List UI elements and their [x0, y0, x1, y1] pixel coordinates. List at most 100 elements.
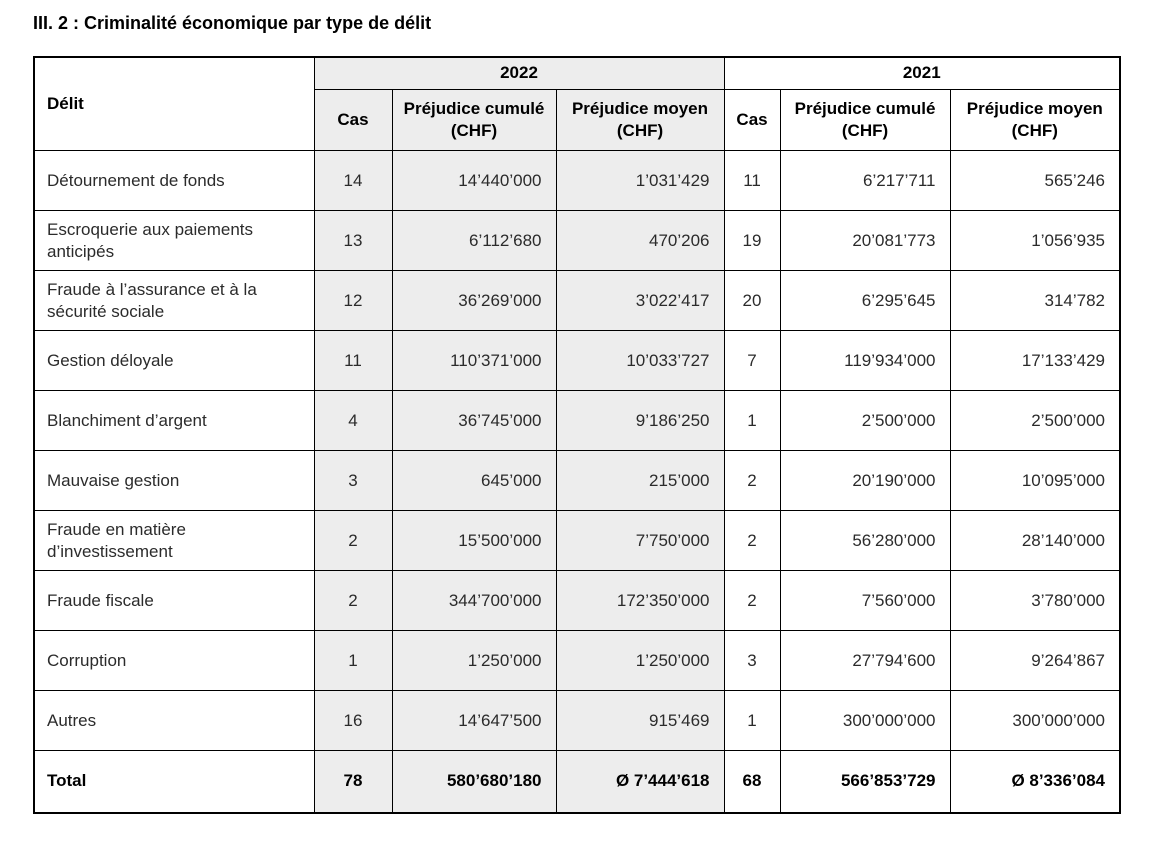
cell-prejudice-moyen-2022: 3’022’417 — [555, 270, 725, 332]
cell-prejudice-cumule-2021: 2’500’000 — [779, 390, 951, 452]
header-delit: Délit — [33, 56, 315, 152]
cell-delit: Fraude à l’assurance et à la sécurité so… — [33, 270, 315, 332]
table-row: Escroquerie aux paiements anticipés 13 6… — [33, 210, 1121, 272]
cell-total-moyen-2021: Ø 8’336’084 — [949, 750, 1121, 814]
cell-cas-2021: 1 — [723, 390, 781, 452]
cell-prejudice-moyen-2021: 314’782 — [949, 270, 1121, 332]
cell-prejudice-moyen-2021: 28’140’000 — [949, 510, 1121, 572]
cell-total-cas-2021: 68 — [723, 750, 781, 814]
cell-delit: Fraude fiscale — [33, 570, 315, 632]
cell-cas-2021: 2 — [723, 450, 781, 512]
cell-delit: Autres — [33, 690, 315, 752]
table-row-subheaders: Cas Préjudice cumulé (CHF) Préjudice moy… — [34, 89, 1121, 152]
cell-prejudice-moyen-2022: 172’350’000 — [555, 570, 725, 632]
cell-total-cumule-2021: 566’853’729 — [779, 750, 951, 814]
cell-prejudice-moyen-2021: 565’246 — [949, 150, 1121, 212]
cell-cas-2021: 20 — [723, 270, 781, 332]
cell-prejudice-moyen-2022: 9’186’250 — [555, 390, 725, 452]
cell-total-cas-2022: 78 — [313, 750, 393, 814]
table-row: Blanchiment d’argent 4 36’745’000 9’186’… — [33, 390, 1121, 452]
header-prejudice-moyen-2022: Préjudice moyen (CHF) — [555, 89, 725, 152]
cell-prejudice-cumule-2021: 20’081’773 — [779, 210, 951, 272]
cell-prejudice-cumule-2022: 36’745’000 — [391, 390, 557, 452]
header-prejudice-cumule-2021: Préjudice cumulé (CHF) — [779, 89, 951, 152]
table-row-total: Total 78 580’680’180 Ø 7’444’618 68 566’… — [33, 750, 1121, 814]
header-prejudice-cumule-2022: Préjudice cumulé (CHF) — [391, 89, 557, 152]
cell-cas-2021: 2 — [723, 510, 781, 572]
cell-prejudice-cumule-2021: 6’295’645 — [779, 270, 951, 332]
cell-delit: Escroquerie aux paiements anticipés — [33, 210, 315, 272]
table-row: Fraude à l’assurance et à la sécurité so… — [33, 270, 1121, 332]
cell-prejudice-moyen-2022: 1’250’000 — [555, 630, 725, 692]
table-row: Fraude fiscale 2 344’700’000 172’350’000… — [33, 570, 1121, 632]
cell-delit: Gestion déloyale — [33, 330, 315, 392]
cell-cas-2021: 19 — [723, 210, 781, 272]
cell-delit: Détournement de fonds — [33, 150, 315, 212]
cell-cas-2022: 3 — [313, 450, 393, 512]
cell-total-moyen-2022: Ø 7’444’618 — [555, 750, 725, 814]
table-row: Autres 16 14’647’500 915’469 1 300’000’0… — [33, 690, 1121, 752]
cell-cas-2021: 7 — [723, 330, 781, 392]
cell-prejudice-moyen-2021: 9’264’867 — [949, 630, 1121, 692]
header-year-2022: 2022 — [313, 56, 725, 91]
cell-prejudice-cumule-2022: 110’371’000 — [391, 330, 557, 392]
cell-prejudice-cumule-2021: 119’934’000 — [779, 330, 951, 392]
cell-cas-2022: 1 — [313, 630, 393, 692]
cell-cas-2021: 11 — [723, 150, 781, 212]
cell-cas-2021: 3 — [723, 630, 781, 692]
table-title: III. 2 : Criminalité économique par type… — [33, 13, 432, 33]
cell-prejudice-moyen-2021: 17’133’429 — [949, 330, 1121, 392]
table-row: Corruption 1 1’250’000 1’250’000 3 27’79… — [33, 630, 1121, 692]
cell-prejudice-cumule-2022: 36’269’000 — [391, 270, 557, 332]
table-row: Mauvaise gestion 3 645’000 215’000 2 20’… — [33, 450, 1121, 512]
header-cas-2022: Cas — [313, 89, 393, 152]
cell-prejudice-moyen-2021: 10’095’000 — [949, 450, 1121, 512]
cell-prejudice-moyen-2021: 2’500’000 — [949, 390, 1121, 452]
cell-cas-2022: 2 — [313, 570, 393, 632]
cell-prejudice-cumule-2022: 1’250’000 — [391, 630, 557, 692]
cell-cas-2022: 12 — [313, 270, 393, 332]
cell-prejudice-moyen-2022: 10’033’727 — [555, 330, 725, 392]
cell-delit: Corruption — [33, 630, 315, 692]
header-prejudice-moyen-2021: Préjudice moyen (CHF) — [949, 89, 1121, 152]
cell-prejudice-cumule-2021: 20’190’000 — [779, 450, 951, 512]
cell-prejudice-cumule-2022: 15’500’000 — [391, 510, 557, 572]
cell-prejudice-cumule-2021: 7’560’000 — [779, 570, 951, 632]
table-row-years: Délit 2022 2021 — [33, 56, 1121, 152]
cell-cas-2022: 14 — [313, 150, 393, 212]
cell-cas-2021: 1 — [723, 690, 781, 752]
economic-crime-table: Délit 2022 2021 Cas Préjudice cumulé (CH… — [33, 55, 1122, 814]
cell-delit: Mauvaise gestion — [33, 450, 315, 512]
table-row: Détournement de fonds 14 14’440’000 1’03… — [33, 150, 1121, 212]
cell-total-label: Total — [33, 750, 315, 814]
header-year-2021: 2021 — [723, 56, 1121, 91]
cell-prejudice-cumule-2022: 645’000 — [391, 450, 557, 512]
cell-prejudice-moyen-2022: 915’469 — [555, 690, 725, 752]
cell-prejudice-moyen-2021: 1’056’935 — [949, 210, 1121, 272]
cell-prejudice-moyen-2022: 7’750’000 — [555, 510, 725, 572]
cell-prejudice-moyen-2022: 1’031’429 — [555, 150, 725, 212]
cell-prejudice-cumule-2021: 6’217’711 — [779, 150, 951, 212]
cell-prejudice-cumule-2022: 6’112’680 — [391, 210, 557, 272]
cell-total-cumule-2022: 580’680’180 — [391, 750, 557, 814]
table-row: Gestion déloyale 11 110’371’000 10’033’7… — [33, 330, 1121, 392]
table-row: Fraude en matière d’investissement 2 15’… — [33, 510, 1121, 572]
cell-cas-2021: 2 — [723, 570, 781, 632]
cell-cas-2022: 2 — [313, 510, 393, 572]
cell-prejudice-moyen-2021: 3’780’000 — [949, 570, 1121, 632]
cell-prejudice-moyen-2022: 215’000 — [555, 450, 725, 512]
cell-prejudice-cumule-2022: 14’440’000 — [391, 150, 557, 212]
cell-prejudice-cumule-2021: 300’000’000 — [779, 690, 951, 752]
cell-cas-2022: 16 — [313, 690, 393, 752]
cell-delit: Blanchiment d’argent — [33, 390, 315, 452]
cell-prejudice-cumule-2021: 27’794’600 — [779, 630, 951, 692]
cell-prejudice-moyen-2022: 470’206 — [555, 210, 725, 272]
cell-cas-2022: 13 — [313, 210, 393, 272]
cell-prejudice-cumule-2021: 56’280’000 — [779, 510, 951, 572]
cell-cas-2022: 4 — [313, 390, 393, 452]
header-cas-2021: Cas — [723, 89, 781, 152]
cell-delit: Fraude en matière d’investissement — [33, 510, 315, 572]
cell-prejudice-cumule-2022: 14’647’500 — [391, 690, 557, 752]
cell-prejudice-cumule-2022: 344’700’000 — [391, 570, 557, 632]
